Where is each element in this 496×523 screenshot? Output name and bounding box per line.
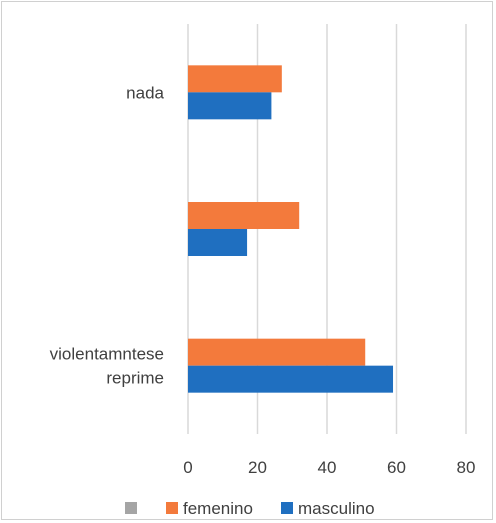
bar-masculino-0 bbox=[188, 365, 394, 393]
legend-label-masculino: masculino bbox=[298, 499, 375, 518]
x-tick-label-40: 40 bbox=[318, 458, 337, 477]
legend-swatch-femenino bbox=[166, 502, 178, 514]
x-tick-label-60: 60 bbox=[387, 458, 406, 477]
bar-masculino-2 bbox=[188, 92, 272, 120]
x-tick-label-0: 0 bbox=[183, 458, 192, 477]
category-label-0-0: violentamntese bbox=[50, 345, 164, 364]
category-label-2-0: nada bbox=[126, 83, 164, 102]
bar-femenino-2 bbox=[188, 65, 282, 93]
bar-masculino-1 bbox=[188, 229, 248, 256]
x-tick-label-20: 20 bbox=[248, 458, 267, 477]
legend-swatch-extra bbox=[125, 502, 137, 514]
x-tick-label-80: 80 bbox=[457, 458, 476, 477]
category-label-0-1: reprime bbox=[106, 369, 164, 388]
bar-femenino-1 bbox=[188, 202, 300, 229]
bar-femenino-0 bbox=[188, 338, 366, 366]
legend-swatch-masculino bbox=[281, 502, 293, 514]
legend-label-femenino: femenino bbox=[183, 499, 253, 518]
